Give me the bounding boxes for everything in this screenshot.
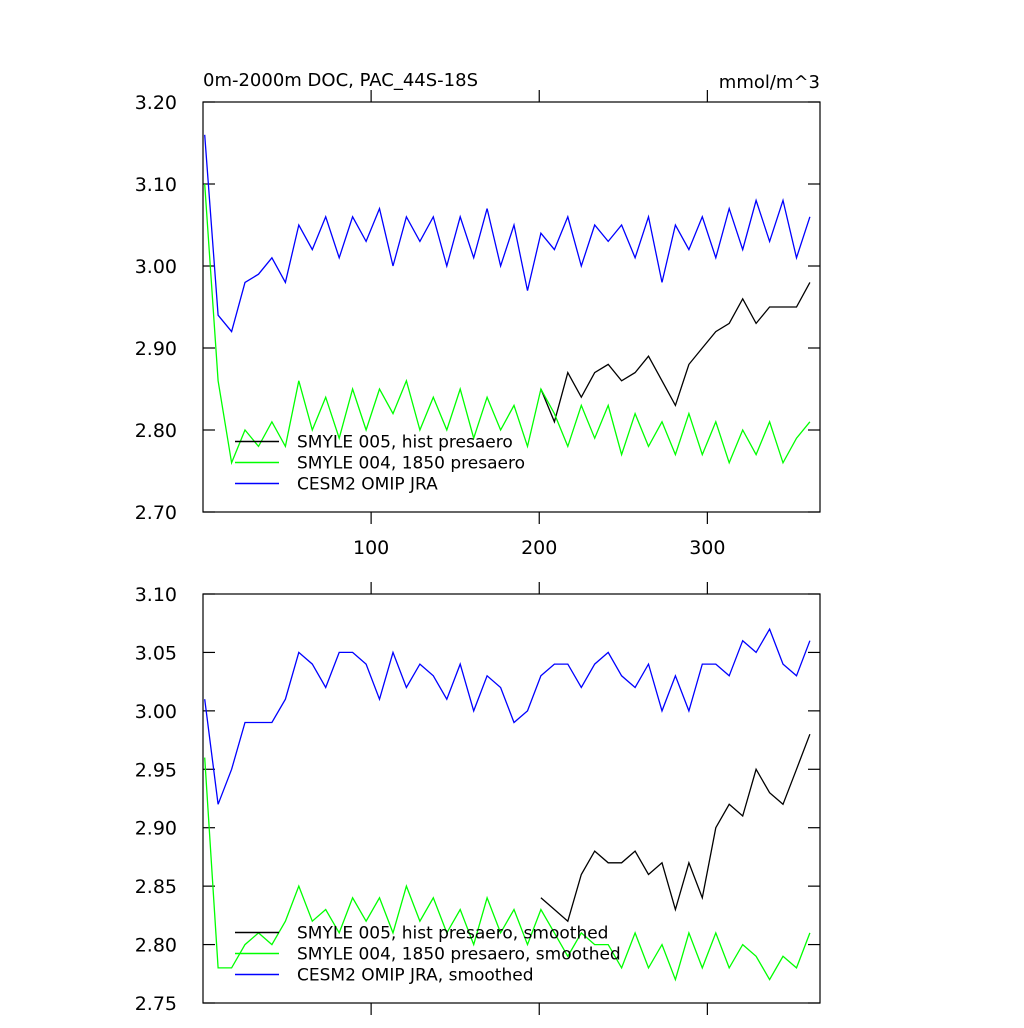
y-tick-label: 2.85 bbox=[135, 876, 177, 898]
y-tick-label: 2.80 bbox=[135, 935, 177, 957]
legend-label: CESM2 OMIP JRA, smoothed bbox=[297, 966, 534, 986]
legend-label: SMYLE 004, 1850 presaero, smoothed bbox=[297, 945, 621, 965]
y-tick-label: 3.05 bbox=[135, 642, 177, 664]
y-tick-label: 2.90 bbox=[135, 818, 177, 840]
series-line bbox=[540, 282, 811, 424]
y-tick-label: 2.75 bbox=[135, 993, 177, 1015]
y-tick-label: 3.20 bbox=[135, 92, 177, 114]
series-line bbox=[204, 134, 811, 333]
y-tick-label: 3.10 bbox=[135, 174, 177, 196]
y-tick-label: 2.90 bbox=[135, 338, 177, 360]
series-line bbox=[204, 183, 811, 466]
x-tick-label: 300 bbox=[689, 537, 725, 559]
series-line bbox=[204, 757, 811, 982]
series-line bbox=[540, 733, 811, 923]
y-tick-label: 3.00 bbox=[135, 256, 177, 278]
legend-label: SMYLE 005, hist presaero, smoothed bbox=[297, 924, 608, 944]
legend-label: CESM2 OMIP JRA bbox=[297, 475, 438, 495]
legend-label: SMYLE 005, hist presaero bbox=[297, 433, 513, 453]
units-label: mmol/m^3 bbox=[719, 72, 820, 93]
y-tick-label: 2.95 bbox=[135, 759, 177, 781]
series-line bbox=[204, 627, 811, 805]
y-tick-label: 3.10 bbox=[135, 584, 177, 606]
y-tick-label: 2.80 bbox=[135, 420, 177, 442]
chart-title: 0m-2000m DOC, PAC_44S-18S bbox=[203, 70, 478, 91]
plot-frame bbox=[202, 101, 821, 513]
x-tick-label: 100 bbox=[353, 537, 389, 559]
x-tick-label: 200 bbox=[521, 537, 557, 559]
y-tick-label: 3.00 bbox=[135, 701, 177, 723]
plot-frame bbox=[202, 593, 821, 1004]
y-tick-label: 2.70 bbox=[135, 502, 177, 524]
legend-label: SMYLE 004, 1850 presaero bbox=[297, 454, 525, 474]
